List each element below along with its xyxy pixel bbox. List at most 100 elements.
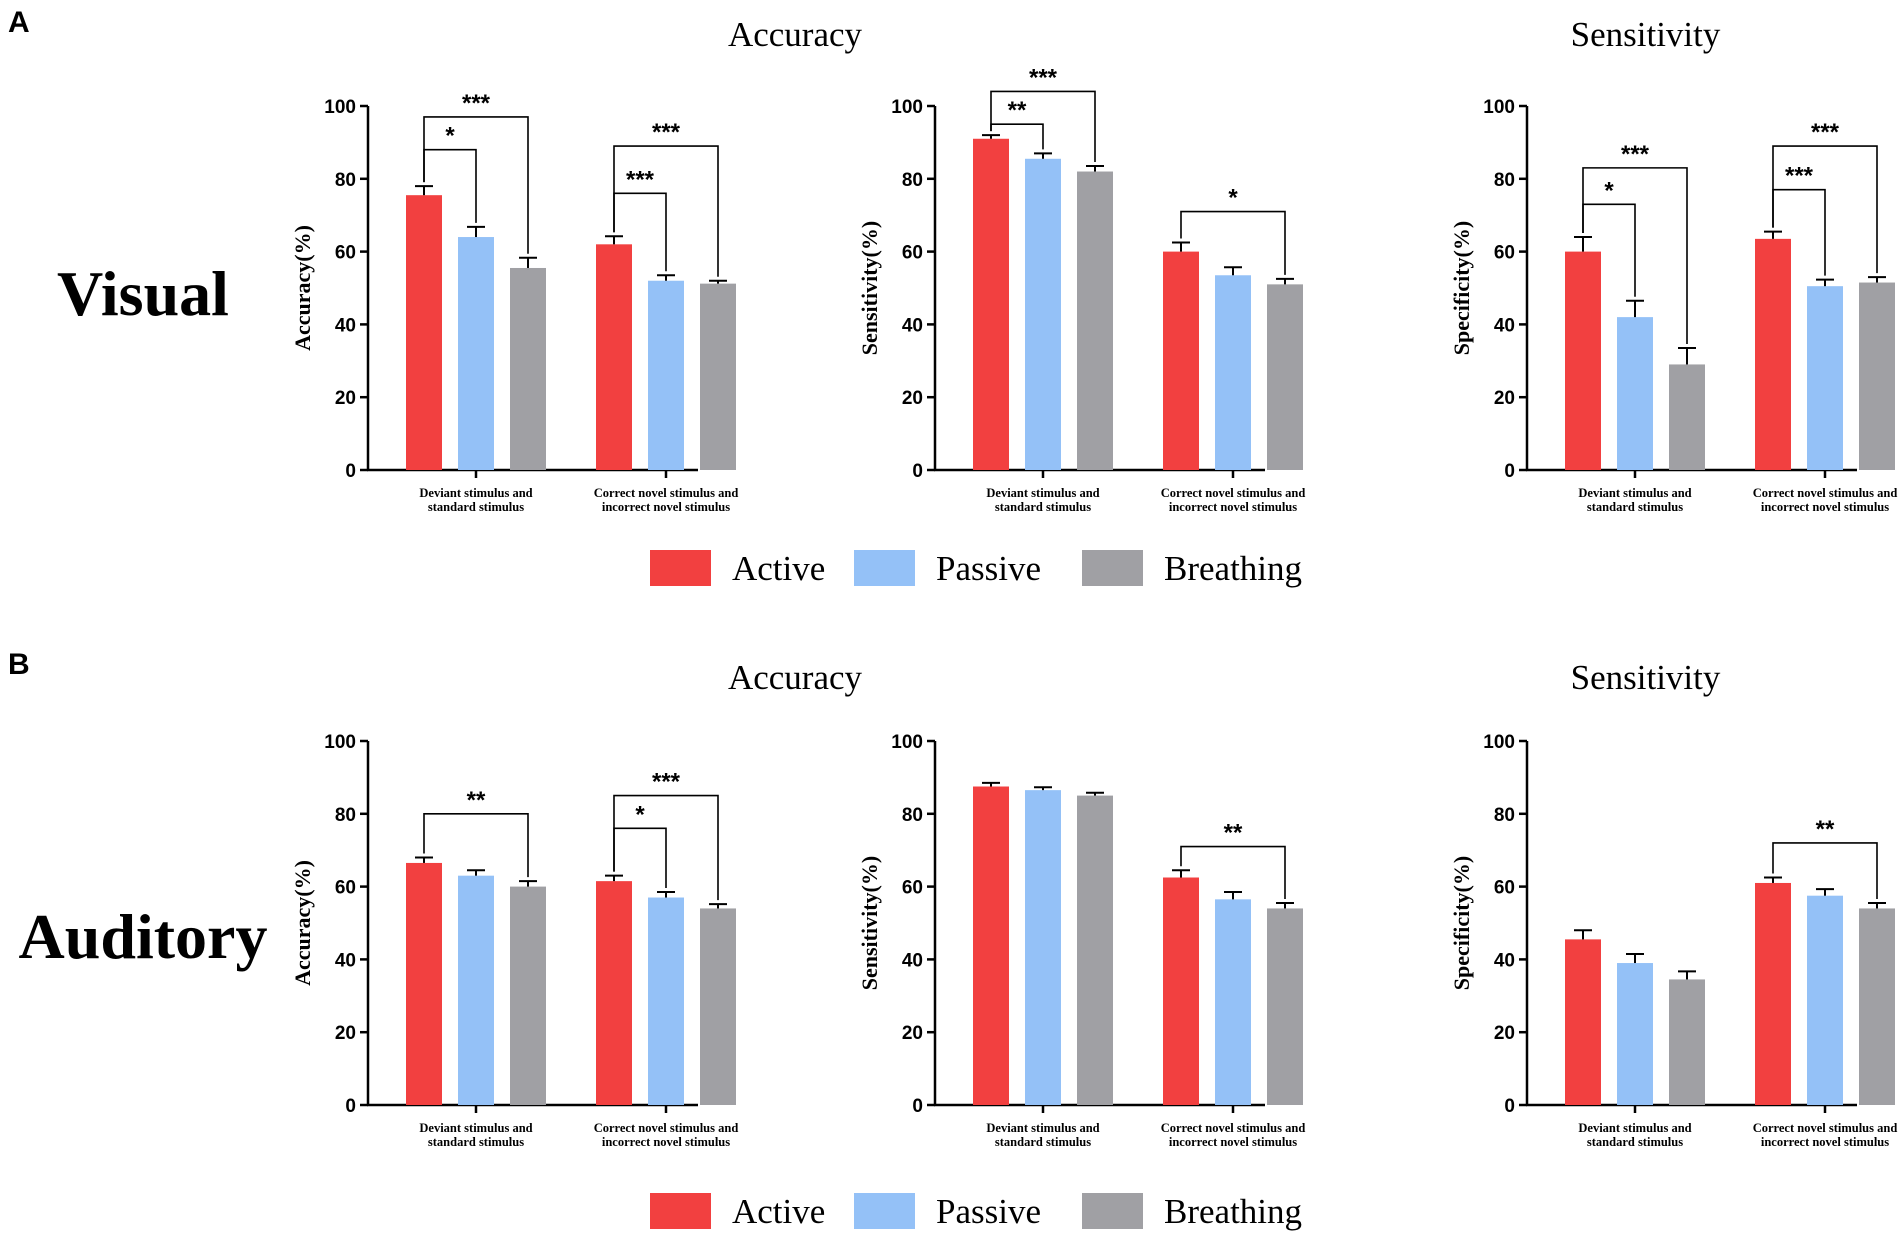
legend-label-active: Active [732,549,825,588]
legend-a: Active Passive Breathing [650,549,1302,588]
x-category-label: incorrect novel stimulus [1169,1135,1297,1149]
y-tick-label: 40 [335,315,356,336]
bar-breathing [510,886,546,1105]
row-label-visual: Visual [57,258,229,329]
bar-passive [1215,899,1251,1105]
legend-label-breathing: Breathing [1164,1192,1302,1231]
bar-breathing [1859,908,1895,1105]
significance-bracket [1772,145,1878,274]
chart-a-specificity: SpecificitySpecificity(%)020406080100Dev… [1449,97,1898,514]
y-tick-label: 20 [902,388,923,409]
y-tick-label: 100 [1483,732,1515,753]
x-category-label: Correct novel stimulus and [594,1121,739,1135]
y-tick-label: 100 [324,732,356,753]
y-tick-label: 60 [335,243,356,264]
x-category-label: Correct novel stimulus and [1161,1121,1306,1135]
bar-passive [648,280,684,470]
bar-breathing [1267,284,1303,470]
y-tick-label: 0 [345,461,356,482]
significance-label: *** [1785,163,1814,190]
bar-active [1755,238,1791,470]
legend-swatch-breathing [1082,550,1143,586]
legends-layer: Active Passive Breathing Active Passive Breat… [650,549,1302,1231]
legend-swatch-passive [854,1193,915,1229]
x-category-label: Deviant stimulus and [986,1121,1099,1135]
significance-label: *** [1621,141,1650,168]
y-tick-label: 60 [335,878,356,899]
bar-active [406,195,442,470]
chart-title: Sensitivity [1571,658,1721,697]
x-category-label: incorrect novel stimulus [602,1135,730,1149]
x-category-label: Correct novel stimulus and [1753,486,1898,500]
significance-label: *** [1029,64,1058,91]
bar-passive [1617,317,1653,470]
bar-active [1565,939,1601,1105]
legend-swatch-active [650,1193,711,1229]
chart-b-accuracy: Accuracy Accuracy(%) 0 20 40 60 80 100 Deviant s… [290,658,863,1149]
bar-active [973,138,1009,470]
y-axis-label: Sensitivity(%) [857,221,882,355]
y-tick-label: 20 [335,388,356,409]
y-tick-label: 80 [902,805,923,826]
bar-passive [458,875,494,1105]
legend-label-passive: Passive [936,1192,1041,1231]
significance-label: ** [1224,820,1243,847]
bar-passive [1025,158,1061,470]
significance-bracket [1180,210,1286,275]
significance-label: *** [652,769,681,796]
significance-label: * [1604,177,1614,204]
y-tick-label: 100 [891,97,923,118]
significance-bracket [423,116,529,254]
x-category-label: Deviant stimulus and [1578,486,1691,500]
bar-active [1755,882,1791,1105]
x-category-label: Deviant stimulus and [419,1121,532,1135]
chart-a-sensitivity: Sensitivity Sensitivity(%) 0 20 40 60 80 100 Dev… [857,15,1721,514]
significance-label: *** [626,166,655,193]
significance-label: ** [1816,816,1835,843]
charts-layer: Accuracy Accuracy(%) 0 20 40 60 80 100 Deviant s… [290,15,1898,1149]
significance-label: ** [467,787,486,814]
bar-active [973,786,1009,1105]
y-tick-label: 60 [902,878,923,899]
legend-label-breathing: Breathing [1164,549,1302,588]
chart-b-sensitivity: Sensitivity Sensitivity(%) 0 20 40 60 80 100 Dev… [857,658,1721,1149]
y-tick-label: 100 [1483,97,1515,118]
significance-label: * [445,123,455,150]
bar-active [596,881,632,1105]
x-category-label: incorrect novel stimulus [1169,500,1297,514]
bar-breathing [1669,979,1705,1105]
bar-active [1163,877,1199,1105]
y-tick-label: 80 [1494,805,1515,826]
bar-passive [1807,895,1843,1105]
y-tick-label: 60 [1494,243,1515,264]
y-tick-label: 20 [902,1023,923,1044]
x-category-label: Deviant stimulus and [419,486,532,500]
x-category-label: incorrect novel stimulus [1761,1135,1889,1149]
chart-title: Accuracy [728,15,863,54]
bar-passive [1215,275,1251,470]
significance-bracket [423,812,529,878]
y-tick-label: 20 [335,1023,356,1044]
y-tick-label: 40 [1494,950,1515,971]
y-axis-label: Specificity(%) [1449,221,1474,355]
significance-label: * [635,801,645,828]
x-category-label: Correct novel stimulus and [594,486,739,500]
significance-label: *** [652,119,681,146]
significance-bracket [990,90,1096,163]
bar-active [1163,251,1199,470]
significance-bracket [613,145,719,277]
y-tick-label: 80 [335,805,356,826]
y-axis-label: Specificity(%) [1449,856,1474,990]
y-tick-label: 100 [891,732,923,753]
x-category-label: Correct novel stimulus and [1753,1121,1898,1135]
legend-label-passive: Passive [936,549,1041,588]
bar-active [1565,251,1601,470]
x-category-label: standard stimulus [428,500,524,514]
bar-active [406,862,442,1105]
significance-bracket [1772,842,1878,899]
y-tick-label: 0 [1504,461,1515,482]
y-tick-label: 40 [902,315,923,336]
panel-letter-a: A [8,6,30,39]
y-tick-label: 80 [335,170,356,191]
